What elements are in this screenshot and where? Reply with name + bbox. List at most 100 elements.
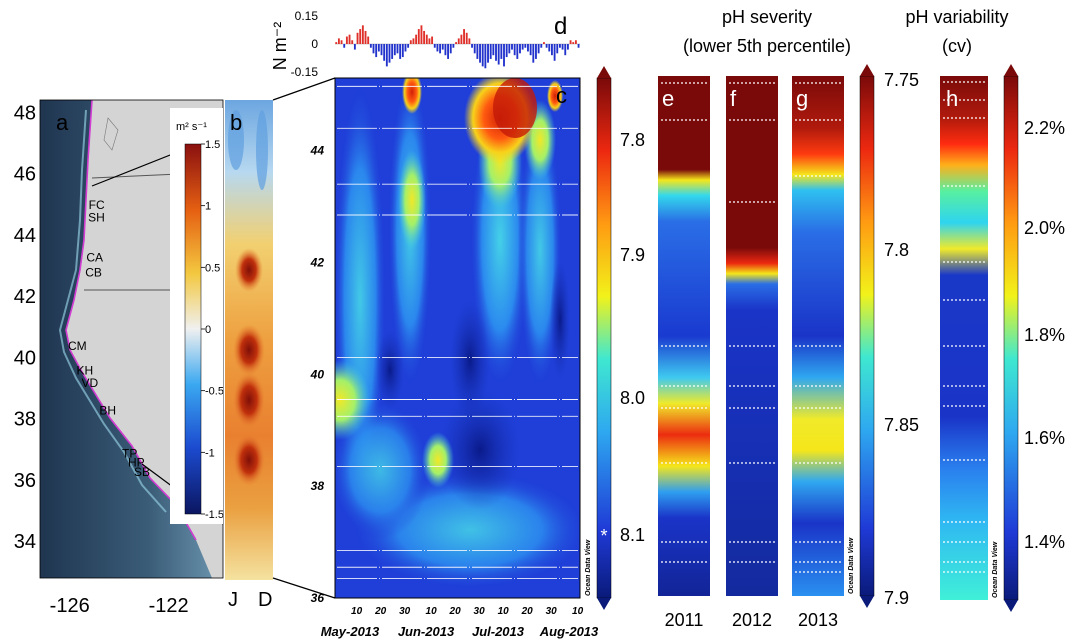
panel-eg-colorbar-tick-label: 7.8 [884, 240, 909, 260]
panel-b-colorbar-tick-label: -1.5 [205, 509, 224, 521]
panel-d-y-tick-label: -0.15 [291, 65, 319, 79]
panel-d-y-tick-label: 0 [311, 37, 318, 51]
panel-c-x-tick-label: 30 [546, 606, 558, 617]
site-label-bh: BH [99, 403, 116, 417]
map-y-tick-label: 48 [14, 102, 36, 124]
panel-c-x-tick-label: 10 [426, 606, 438, 617]
wind-stress-bar [367, 36, 370, 44]
panel-b-colorbar-unit: m² s⁻¹ [176, 121, 207, 133]
wind-stress-bar [385, 44, 388, 67]
wind-stress-bar [511, 44, 513, 50]
panel-c-y-tick-label: 42 [310, 256, 325, 270]
wind-stress-bar [407, 44, 410, 48]
wind-stress-bar [566, 44, 569, 50]
wind-stress-bar [348, 34, 351, 44]
panel-h-colorbar-bottom-arrow [1004, 600, 1018, 612]
map-y-tick-label: 38 [14, 409, 36, 431]
wind-stress-bar [345, 36, 348, 44]
panel-c-station-lines [337, 85, 578, 579]
wind-stress-bar [372, 44, 375, 54]
site-label-ca: CA [86, 250, 103, 264]
panel-b-x-tick-label: D [258, 589, 272, 611]
panel-b-colorbar-tick-label: 0 [205, 324, 211, 336]
wind-stress-bar [463, 29, 465, 44]
panel-c-month-label: Jul-2013 [472, 624, 525, 639]
wind-stress-bar [495, 44, 497, 61]
wind-stress-bar [375, 44, 378, 58]
wind-stress-bar [489, 44, 492, 59]
panel-eg-title-line1: pH severity [722, 7, 812, 27]
panel-eg-colorbar-bottom-arrow [860, 596, 874, 608]
panel-eg-title-line2-text: (lower 5th percentile) [683, 36, 851, 56]
panel-b-colorbar-ticks: 1.5 1 0.5 0 -0.5 -1 -1.5 [201, 139, 224, 521]
panel-d-wind-stress: N m⁻² 0.15 0 -0.15 d [270, 9, 580, 79]
wind-stress-bar [335, 42, 338, 44]
wind-stress-bar [516, 44, 519, 59]
wind-stress-bar [572, 42, 575, 44]
wind-stress-bar [455, 42, 457, 44]
panel-b-colorbar-tick-label: -0.5 [205, 386, 224, 398]
panel-b-x-tick-label: J [228, 589, 238, 611]
panel-c-month-label: Jun-2013 [398, 624, 455, 639]
panel-c-odv-note: Ocean Data View [585, 539, 592, 596]
wind-stress-bar [564, 44, 567, 56]
panel-c-colorbar-tick-label: 7.8 [620, 130, 645, 150]
wind-stress-bar [558, 44, 561, 48]
wind-stress-bar [409, 40, 412, 44]
wind-stress-bar [503, 44, 505, 67]
colorbar-bottom-arrow [597, 598, 611, 610]
colorbar-marker: * [600, 526, 607, 546]
panel-f-column [726, 76, 778, 596]
wind-stress-bar [487, 44, 489, 63]
panel-e-column [658, 76, 710, 596]
connector-line-top [272, 77, 336, 101]
wind-stress-bar [353, 44, 356, 50]
site-label-kh: KH [77, 364, 94, 378]
wind-stress-bar [497, 44, 500, 65]
wind-stress-bar [460, 34, 463, 44]
wind-stress-bar [449, 44, 452, 54]
panel-eg-colorbar-ticks: 7.75 7.8 7.85 7.9 [884, 70, 919, 608]
shelf-contour [65, 100, 197, 541]
panel-b-colorbar [184, 143, 202, 515]
wind-stress-bar [492, 44, 495, 56]
wind-stress-bar [425, 34, 428, 44]
panel-eg-colorbar-tick-label: 7.75 [884, 70, 919, 90]
wind-stress-bar [447, 44, 450, 59]
panel-d-bars [335, 25, 580, 69]
panel-d-ylabel: N m⁻² [270, 22, 290, 71]
panel-c-colorbar-tick-label: 7.9 [620, 245, 645, 265]
wind-stress-bar [401, 44, 404, 58]
panel-b-colorbar-tick-label: -1 [205, 447, 215, 459]
wind-stress-bar [436, 44, 439, 52]
panel-c-x-tick-label: 30 [474, 606, 486, 617]
panel-h-colorbar-tick-label: 1.4% [1024, 532, 1065, 552]
map-y-tick-label: 36 [14, 470, 36, 492]
wind-stress-bar [444, 44, 447, 56]
wind-stress-bar [500, 44, 503, 59]
panel-h-colorbar-tick-label: 2.0% [1024, 218, 1065, 238]
wind-stress-bar [561, 44, 564, 50]
wind-stress-bar [521, 44, 524, 50]
wind-stress-bar [441, 44, 444, 50]
wind-stress-bar [415, 34, 418, 44]
panel-c-x-tick-label: 20 [449, 606, 462, 617]
wind-stress-bar [433, 44, 436, 48]
wind-stress-bar [527, 44, 529, 52]
wind-stress-bar [404, 44, 407, 52]
panel-g-column [792, 76, 844, 596]
map-y-tick-label: 34 [14, 531, 36, 553]
panel-h-title-line2: (cv) [942, 36, 972, 56]
wind-stress-bar [569, 40, 572, 44]
panel-h-colorbar-top-arrow [1004, 64, 1018, 76]
wind-stress-bar [484, 44, 487, 69]
colorbar-top-arrow [597, 66, 611, 78]
panel-c-x-tick-label: 10 [572, 606, 584, 617]
wind-stress-bar [340, 40, 343, 44]
wind-stress-bar [519, 44, 521, 54]
wind-stress-bar [548, 44, 551, 52]
map-y-tick-label: 40 [14, 347, 36, 369]
wind-stress-bar [439, 44, 442, 54]
panel-h-column [940, 76, 988, 600]
site-label-cm: CM [68, 339, 87, 353]
